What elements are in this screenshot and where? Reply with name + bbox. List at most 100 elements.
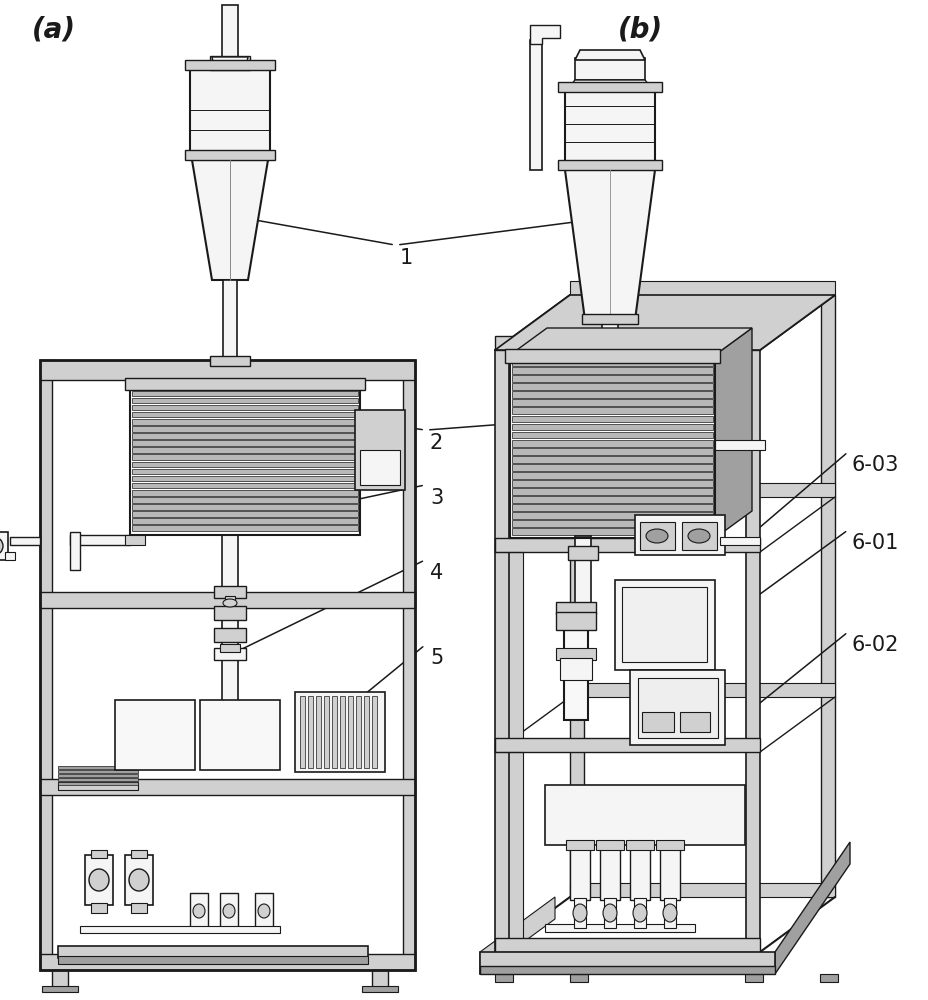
Bar [132, 497, 357, 503]
Bar [132, 426, 357, 432]
Bar [190, 70, 270, 160]
Polygon shape [574, 50, 644, 60]
Bar [596, 840, 624, 850]
Bar [132, 412, 357, 417]
Bar [222, 5, 238, 60]
Ellipse shape [645, 529, 667, 543]
Bar [555, 612, 596, 630]
Bar [362, 986, 397, 992]
Bar [131, 850, 147, 858]
Bar [40, 954, 415, 970]
Bar [132, 483, 357, 488]
Bar [511, 432, 712, 438]
Bar [355, 696, 361, 768]
Bar [403, 360, 415, 970]
Bar [132, 433, 357, 439]
Bar [565, 840, 593, 850]
Bar [40, 779, 415, 795]
Bar [132, 490, 357, 495]
Bar [220, 644, 239, 652]
Bar [745, 350, 759, 952]
Bar [495, 350, 522, 952]
Bar [560, 658, 591, 680]
Bar [132, 504, 357, 510]
Bar [555, 602, 596, 614]
Bar [819, 974, 837, 982]
Bar [132, 398, 357, 403]
Bar [570, 883, 834, 897]
Bar [638, 678, 717, 738]
Bar [664, 898, 676, 928]
Ellipse shape [0, 537, 3, 555]
Bar [70, 532, 80, 570]
Text: 4: 4 [430, 563, 443, 583]
Bar [511, 367, 712, 374]
Bar [222, 610, 238, 710]
Bar [222, 535, 238, 592]
Bar [599, 844, 619, 900]
Bar [655, 840, 683, 850]
Bar [131, 903, 147, 913]
Bar [185, 60, 275, 70]
Bar [545, 785, 744, 845]
Text: 6-03: 6-03 [851, 455, 898, 475]
Text: 2: 2 [430, 433, 443, 453]
Bar [58, 782, 138, 785]
Bar [200, 700, 279, 770]
Bar [371, 696, 377, 768]
Bar [324, 696, 329, 768]
Bar [70, 535, 130, 545]
Bar [125, 855, 153, 905]
Bar [223, 280, 237, 360]
Ellipse shape [193, 904, 205, 918]
Bar [495, 336, 759, 350]
Polygon shape [715, 328, 751, 538]
Ellipse shape [258, 904, 270, 918]
Bar [639, 522, 675, 550]
Bar [185, 150, 275, 160]
Bar [316, 696, 321, 768]
Bar [42, 986, 78, 992]
Polygon shape [192, 160, 267, 280]
Bar [58, 956, 367, 964]
Bar [40, 360, 415, 380]
Bar [58, 782, 138, 790]
Bar [132, 525, 357, 531]
Bar [511, 391, 712, 398]
Bar [331, 696, 337, 768]
Bar [132, 440, 357, 446]
Bar [511, 448, 712, 455]
Bar [641, 712, 674, 732]
Bar [511, 464, 712, 471]
Text: 3: 3 [430, 488, 443, 508]
Bar [511, 383, 712, 390]
Bar [679, 712, 709, 732]
Text: 5: 5 [430, 648, 443, 668]
Ellipse shape [573, 904, 586, 922]
Bar [629, 670, 724, 745]
Bar [132, 390, 357, 396]
Bar [574, 898, 586, 928]
Bar [58, 778, 138, 781]
Bar [581, 314, 638, 324]
Polygon shape [564, 80, 654, 92]
Bar [570, 295, 584, 897]
Bar [220, 893, 238, 928]
Bar [509, 355, 715, 538]
Bar [58, 766, 138, 769]
Bar [115, 700, 195, 770]
Bar [130, 385, 360, 535]
Bar [52, 372, 403, 958]
Bar [308, 696, 313, 768]
Bar [80, 926, 279, 933]
Bar [574, 536, 590, 550]
Bar [132, 447, 357, 453]
Bar [659, 844, 679, 900]
Bar [570, 281, 834, 295]
Polygon shape [564, 170, 654, 320]
Bar [567, 546, 598, 560]
Bar [715, 440, 764, 450]
Bar [58, 770, 138, 773]
Bar [495, 974, 512, 982]
Bar [360, 450, 400, 485]
